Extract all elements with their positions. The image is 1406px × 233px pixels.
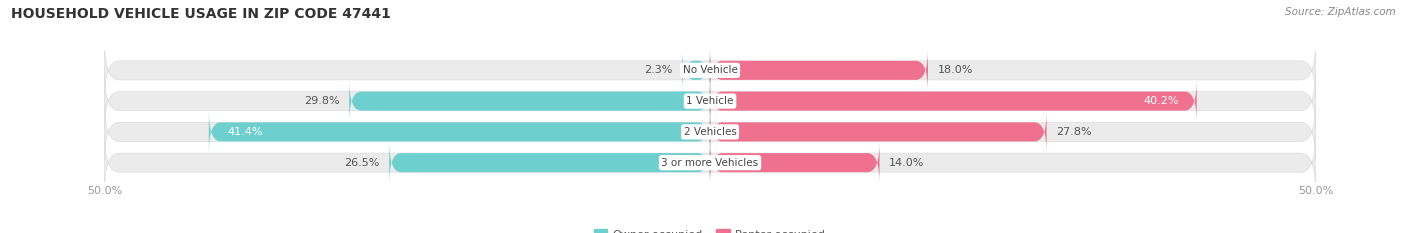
FancyBboxPatch shape: [710, 111, 1046, 153]
Text: 14.0%: 14.0%: [889, 158, 925, 168]
Text: 40.2%: 40.2%: [1143, 96, 1178, 106]
FancyBboxPatch shape: [710, 141, 880, 184]
Text: Source: ZipAtlas.com: Source: ZipAtlas.com: [1285, 7, 1396, 17]
Text: No Vehicle: No Vehicle: [682, 65, 738, 75]
FancyBboxPatch shape: [104, 104, 1316, 159]
FancyBboxPatch shape: [104, 74, 1316, 129]
FancyBboxPatch shape: [710, 49, 928, 92]
Text: 2 Vehicles: 2 Vehicles: [683, 127, 737, 137]
Text: HOUSEHOLD VEHICLE USAGE IN ZIP CODE 47441: HOUSEHOLD VEHICLE USAGE IN ZIP CODE 4744…: [11, 7, 391, 21]
FancyBboxPatch shape: [209, 111, 710, 153]
FancyBboxPatch shape: [682, 49, 710, 92]
Text: 26.5%: 26.5%: [344, 158, 380, 168]
FancyBboxPatch shape: [710, 80, 1197, 122]
Text: 41.4%: 41.4%: [226, 127, 263, 137]
Text: 29.8%: 29.8%: [304, 96, 340, 106]
Text: 3 or more Vehicles: 3 or more Vehicles: [661, 158, 759, 168]
Text: 1 Vehicle: 1 Vehicle: [686, 96, 734, 106]
FancyBboxPatch shape: [104, 135, 1316, 190]
FancyBboxPatch shape: [104, 43, 1316, 98]
Text: 2.3%: 2.3%: [644, 65, 672, 75]
Text: 18.0%: 18.0%: [938, 65, 973, 75]
Legend: Owner-occupied, Renter-occupied: Owner-occupied, Renter-occupied: [589, 225, 831, 233]
FancyBboxPatch shape: [349, 80, 710, 122]
FancyBboxPatch shape: [389, 141, 710, 184]
Text: 27.8%: 27.8%: [1056, 127, 1092, 137]
